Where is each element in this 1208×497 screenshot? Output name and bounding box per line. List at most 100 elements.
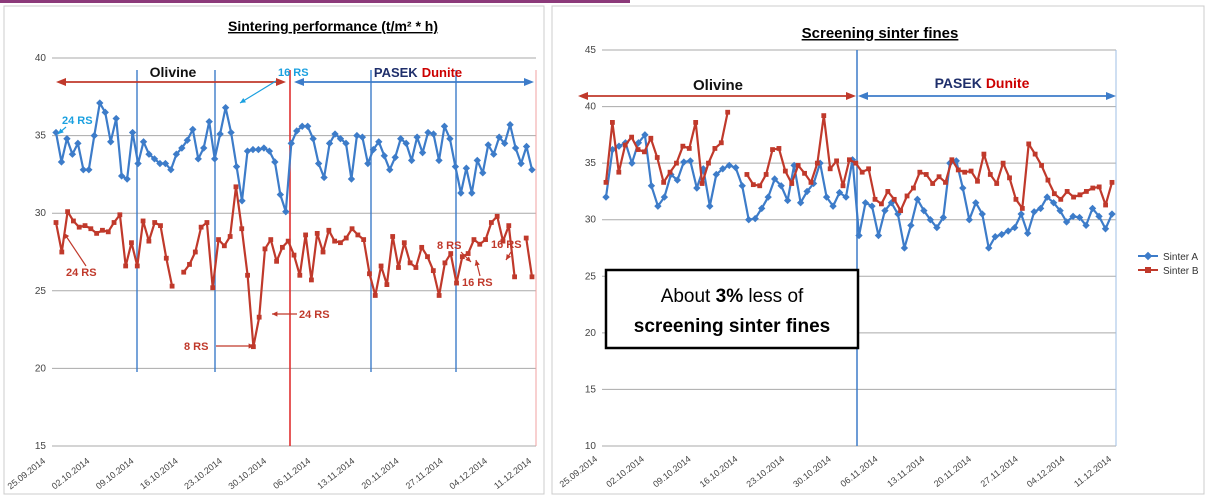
right-sinter-b-point — [718, 140, 724, 146]
right-sinter-b-point — [936, 174, 942, 180]
left-series-b-point — [129, 240, 134, 246]
right-sinter-b-point — [610, 120, 615, 125]
right-y-tick-label: 10 — [585, 441, 597, 452]
right-sinter-b-point — [1013, 196, 1019, 202]
right-sinter-a-point — [991, 233, 999, 241]
right-sinter-b-point — [808, 179, 814, 185]
right-sinter-b-point — [891, 196, 897, 202]
left-annotation-rs-16-top: 16 RS — [278, 67, 309, 79]
left-series-b-point — [506, 223, 512, 229]
left-series-b-point — [192, 249, 198, 255]
left-series-a-point — [123, 175, 131, 183]
right-sinter-b-point — [635, 147, 641, 152]
left-series-a-point — [484, 141, 492, 149]
right-sinter-b-point — [693, 120, 699, 125]
left-rs24-low-arrowhead — [272, 311, 278, 317]
left-olivine-arrowhead-left — [56, 78, 66, 86]
left-series-b-point — [396, 265, 401, 270]
left-series-b-point — [216, 237, 221, 242]
left-series-b-point — [512, 274, 517, 280]
right-sinter-b-point — [859, 169, 865, 175]
right-sinter-a-point — [673, 176, 682, 184]
left-y-tick-label: 15 — [35, 441, 47, 452]
right-sinter-a-point — [913, 195, 922, 204]
left-series-b-point — [279, 244, 285, 250]
right-sinter-a-point — [758, 204, 766, 213]
left-series-a-point — [424, 128, 432, 137]
right-sinter-a-point — [732, 163, 740, 172]
left-rs8-low-arrowhead — [248, 343, 254, 349]
left-series-b-point — [372, 293, 378, 298]
left-rs24-top-arrowhead — [58, 128, 64, 134]
left-series-b-point — [407, 260, 413, 266]
right-y-tick-label: 30 — [585, 215, 597, 226]
right-sinter-a-point — [874, 231, 883, 240]
left-annotation-rs-16-right-low: 16 RS — [462, 277, 493, 289]
left-series-a-point — [276, 190, 284, 199]
left-series-b-point — [297, 272, 303, 278]
right-sinter-a-point — [959, 184, 967, 192]
left-y-tick-label: 20 — [35, 363, 47, 374]
left-series-a-point — [402, 139, 410, 148]
left-series-a-point — [451, 162, 460, 171]
right-sinter-b-point — [975, 178, 980, 184]
left-series-b-point — [361, 237, 367, 242]
left-series-b-point — [245, 272, 250, 278]
left-series-a-point — [500, 139, 509, 148]
right-sinter-b-point — [872, 196, 878, 202]
right-pasek-word: PASEK — [935, 75, 982, 91]
left-series-b-point — [187, 262, 192, 267]
right-sinter-b-point — [1109, 179, 1115, 185]
right-sinter-b-point — [930, 181, 936, 186]
right-sinter-a-point — [615, 142, 623, 150]
right-sinter-b-point — [968, 168, 974, 174]
note-box-border — [604, 268, 860, 350]
right-sinter-b-point — [667, 169, 673, 175]
right-sinter-a-point — [770, 175, 779, 183]
right-sinter-b-point — [770, 147, 775, 152]
left-series-b-point — [76, 224, 82, 230]
right-sinter-a-point — [1011, 223, 1019, 232]
left-series-a-point — [375, 138, 383, 146]
left-series-a-point — [473, 156, 481, 165]
right-sinter-b-point — [827, 166, 833, 172]
left-series-b-point — [152, 220, 158, 225]
right-sinter-a-point — [686, 157, 695, 165]
left-series-b-point — [94, 230, 100, 236]
left-series-b-point — [65, 209, 71, 215]
right-sinter-b-point — [917, 169, 923, 175]
right-sinter-a-point — [680, 158, 688, 166]
right-sinter-b-point — [981, 151, 987, 157]
right-sinter-b-point — [648, 135, 654, 141]
left-series-b-point — [210, 285, 216, 291]
left-series-b-point — [523, 235, 529, 241]
right-y-tick-label: 20 — [585, 328, 597, 339]
left-series-b-point — [494, 213, 500, 219]
left-series-b-point — [291, 252, 297, 258]
left-series-b-point — [477, 241, 483, 247]
left-series-b-point — [227, 234, 233, 239]
left-series-a-point — [221, 103, 230, 112]
right-sinter-b-point — [725, 109, 731, 115]
left-series-b-point — [355, 232, 361, 238]
left-series-b-point — [198, 224, 204, 230]
left-series-a-point — [298, 122, 306, 130]
right-sinter-b-point — [1058, 196, 1064, 202]
right-sinter-b-point — [1071, 194, 1076, 200]
right-sinter-b-point — [885, 189, 891, 194]
left-y-tick-label: 40 — [35, 53, 47, 64]
left-series-a-point — [189, 125, 197, 134]
left-series-b-point — [442, 260, 448, 266]
left-olivine-arrowhead-right — [276, 78, 286, 86]
left-series-b-point — [483, 237, 488, 242]
left-annotation-rs-24-top: 24 RS — [62, 115, 93, 127]
right-sinter-b-point — [1039, 163, 1044, 168]
right-y-tick-label: 15 — [585, 384, 597, 395]
left-series-b-point — [140, 218, 146, 224]
left-series-b-point — [425, 254, 430, 260]
left-series-a-point — [287, 139, 295, 148]
left-rs16-right-top-arrowhead — [506, 254, 512, 260]
note-bold: 3% — [716, 286, 744, 307]
left-series-b-point — [262, 246, 268, 252]
